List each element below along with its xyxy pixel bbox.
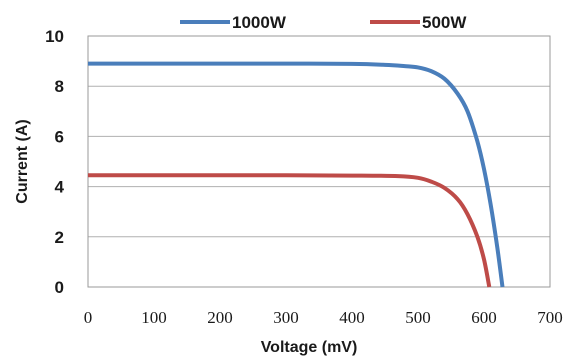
series-line-1000W: [87, 61, 505, 288]
x-axis-label: Voltage (mV): [261, 339, 358, 356]
series-line-500W: [87, 173, 492, 288]
x-axis-ticks: 0 100 200 300 400 500 600 700: [84, 308, 563, 327]
x-tick-label: 0: [84, 308, 93, 327]
x-tick-label: 200: [207, 308, 233, 327]
x-tick-label: 600: [471, 308, 497, 327]
x-tick-label: 700: [537, 308, 563, 327]
legend: 1000W 500W: [180, 13, 467, 32]
legend-label-500W: 500W: [422, 13, 467, 32]
y-tick-label: 0: [55, 278, 64, 297]
x-tick-label: 400: [339, 308, 365, 327]
x-tick-label: 100: [141, 308, 167, 327]
y-axis-ticks: 0 2 4 6 8 10: [45, 27, 64, 297]
legend-label-1000W: 1000W: [232, 13, 287, 32]
y-tick-label: 8: [55, 77, 64, 96]
series-lines: [87, 61, 505, 288]
y-axis-label: Current (A): [14, 119, 31, 203]
x-tick-label: 500: [405, 308, 431, 327]
y-tick-label: 6: [55, 127, 64, 146]
y-tick-label: 10: [45, 27, 64, 46]
plot-area-frame: [87, 35, 551, 288]
y-tick-label: 4: [55, 178, 65, 197]
x-tick-label: 300: [273, 308, 299, 327]
y-tick-label: 2: [55, 228, 64, 247]
